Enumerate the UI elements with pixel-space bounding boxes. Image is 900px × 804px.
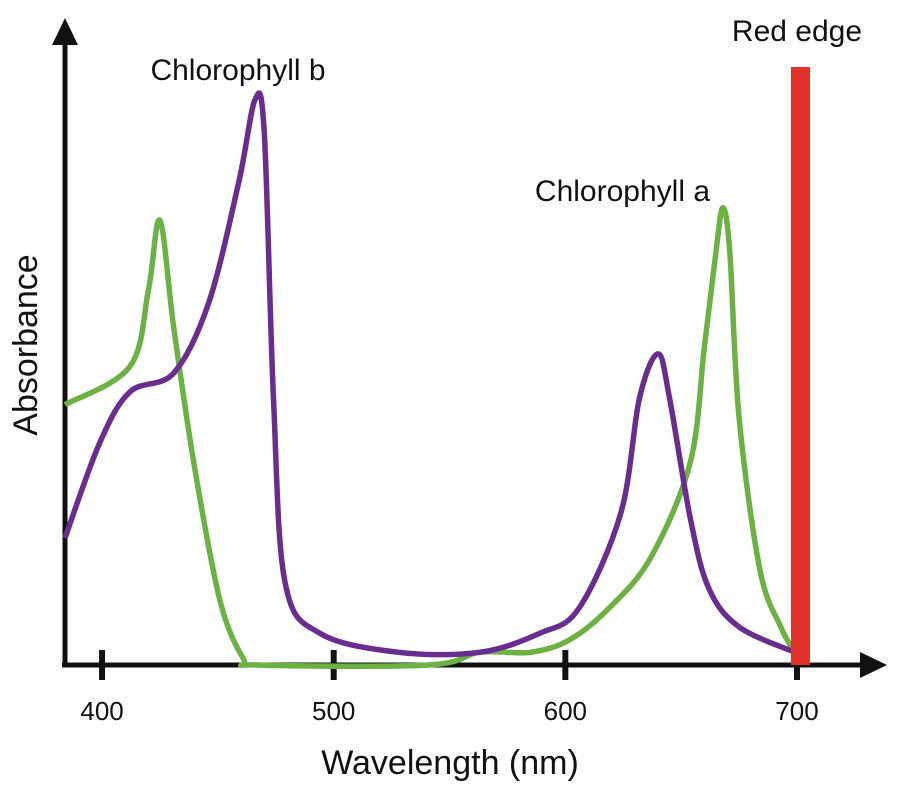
x-tick-label: 500: [312, 696, 355, 726]
x-axis-title: Wavelength (nm): [321, 744, 579, 782]
x-tick-label: 600: [544, 696, 587, 726]
series-line: [63, 205, 798, 669]
x-axis-arrow: [860, 652, 887, 678]
y-axis-arrow: [52, 18, 78, 45]
red-edge-label: Red edge: [732, 15, 862, 48]
series-label: Chlorophyll b: [150, 54, 325, 87]
series-line: [62, 90, 796, 658]
red-edge-bar: [790, 67, 810, 665]
x-tick-label: 400: [80, 696, 123, 726]
y-axis-title: Absorbance: [7, 254, 45, 435]
x-tick-label: 700: [775, 696, 818, 726]
series-label: Chlorophyll a: [535, 175, 710, 208]
